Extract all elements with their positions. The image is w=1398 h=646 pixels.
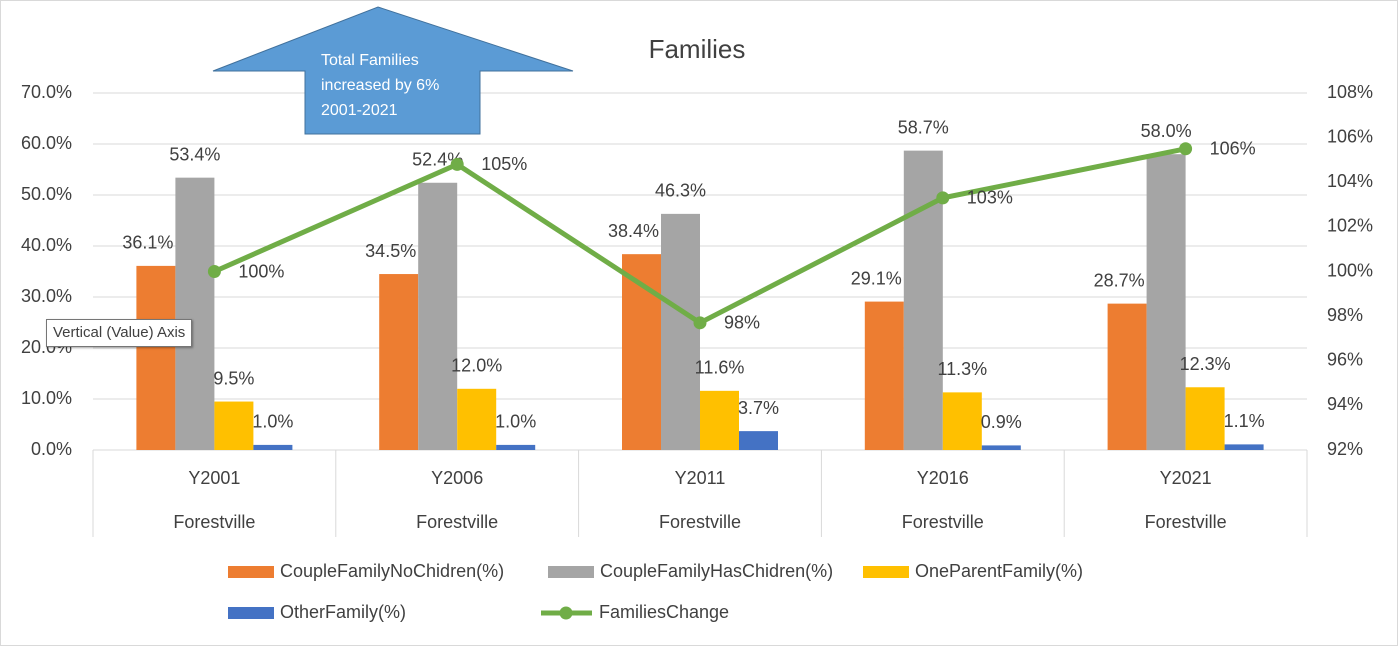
y-right-tick-label: 102% [1327,216,1373,236]
legend-swatch [548,566,594,578]
y-right-tick-label: 100% [1327,260,1373,280]
legend-marker [559,606,573,620]
y-right-tick-label: 106% [1327,126,1373,146]
y-right-tick-label: 98% [1327,305,1363,325]
annotation-text: Total Families [321,52,419,69]
bar-0 [864,301,904,450]
bar-data-label: 36.1% [122,233,173,253]
y-right-tick-label: 96% [1327,350,1363,370]
line-point [1179,142,1193,156]
bar-1 [661,213,700,450]
legend-swatch [863,566,909,578]
bar-2 [1185,387,1225,450]
bar-data-label: 34.5% [365,241,416,261]
legend-swatch [228,607,274,619]
bar-3 [496,444,536,450]
bar-1 [418,182,458,450]
x-subcategory-label: Forestville [659,512,741,532]
line-data-label: 100% [238,261,284,281]
x-subcategory-label: Forestville [902,512,984,532]
x-subcategory-label: Forestville [416,512,498,532]
annotation-arrow [212,6,574,135]
bar-0 [379,274,419,450]
x-tick-label: Y2016 [917,468,969,488]
line-data-label: 105% [481,154,527,174]
y-right-tick-label: 92% [1327,439,1363,459]
x-tick-label: Y2021 [1160,468,1212,488]
line-point [207,265,221,278]
y-left-tick-label: 60.0% [21,133,72,153]
bar-data-label: 1.0% [495,412,536,432]
bar-data-label: 1.0% [252,412,293,432]
chart-title: Families [649,34,746,64]
bar-3 [981,445,1021,450]
bar-data-label: 0.9% [981,412,1022,432]
line-data-label: 106% [1210,139,1256,159]
bar-1 [175,177,215,450]
bar-3 [1224,444,1264,450]
y-left-tick-label: 40.0% [21,235,72,255]
bar-data-label: 1.1% [1224,411,1265,431]
y-left-tick-label: 0.0% [31,439,72,459]
bar-2 [214,401,254,450]
line-data-label: 98% [724,313,760,333]
line-point [693,316,707,330]
bar-data-label: 52.4% [412,150,463,170]
legend-swatch [228,566,274,578]
bar-1 [1146,154,1186,450]
bar-data-label: 9.5% [213,368,254,388]
bar-3 [253,444,293,450]
legend-label: FamiliesChange [599,602,729,622]
bar-data-label: 11.6% [695,358,745,378]
annotation-text: 2001-2021 [321,102,398,119]
legend-label: CoupleFamilyHasChidren(%) [600,561,833,581]
x-subcategory-label: Forestville [1145,512,1227,532]
bar-data-label: 11.3% [937,359,987,379]
legend-label: OtherFamily(%) [280,602,406,622]
bar-2 [700,390,739,450]
bar-data-label: 28.7% [1094,270,1145,290]
x-tick-label: Y2006 [431,468,483,488]
y-left-tick-label: 70.0% [21,82,72,102]
x-tick-label: Y2011 [675,468,726,488]
y-left-tick-label: 50.0% [21,184,72,204]
bar-data-label: 53.4% [169,144,220,164]
line-data-label: 103% [967,188,1013,208]
y-right-tick-label: 108% [1327,82,1373,102]
x-subcategory-label: Forestville [173,512,255,532]
bar-0 [136,265,176,450]
bar-data-label: 3.7% [738,398,779,418]
bar-2 [457,388,497,450]
line-point [450,157,464,171]
bar-data-label: 29.1% [851,268,902,288]
bar-data-label: 58.0% [1141,121,1192,141]
line-point [936,191,950,205]
bar-data-label: 12.0% [451,356,502,376]
legend-label: OneParentFamily(%) [915,561,1083,581]
bar-data-label: 38.4% [608,221,659,241]
annotation-text: increased by 6% [321,77,439,94]
axis-tooltip: Vertical (Value) Axis [46,319,193,347]
x-tick-label: Y2001 [188,468,240,488]
bar-2 [942,392,982,450]
y-left-tick-label: 10.0% [21,388,72,408]
bar-data-label: 46.3% [655,181,706,201]
bar-data-label: 12.3% [1180,354,1231,374]
y-left-tick-label: 30.0% [21,286,72,306]
bar-0 [1107,303,1147,450]
y-right-tick-label: 104% [1327,171,1373,191]
y-right-tick-label: 94% [1327,394,1363,414]
bar-data-label: 58.7% [898,117,949,137]
bar-3 [739,431,778,450]
legend-label: CoupleFamilyNoChidren(%) [280,561,504,581]
